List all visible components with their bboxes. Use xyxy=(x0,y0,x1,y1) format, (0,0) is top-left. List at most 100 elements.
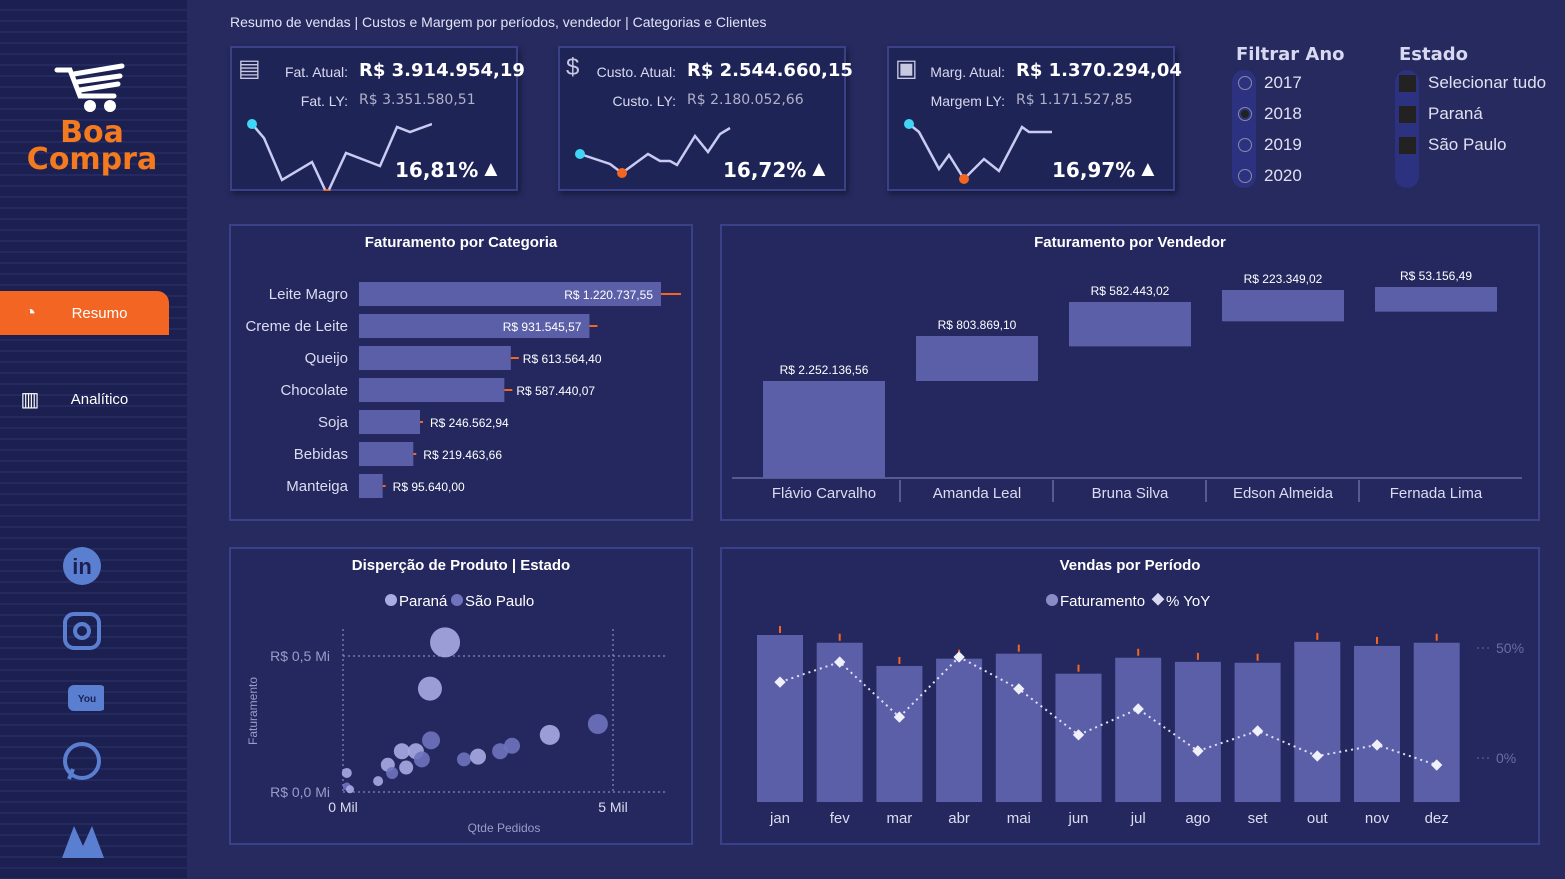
kpi-value: R$ 1.370.294,04 xyxy=(1016,60,1182,81)
sparkline xyxy=(247,119,432,191)
month-label: fev xyxy=(830,810,851,827)
year-option-2018[interactable]: 2018 xyxy=(1238,104,1302,124)
period-chart-panel: Vendas por Período Faturamento % YoY 0% 50%… xyxy=(720,547,1540,845)
category-bar xyxy=(359,410,420,434)
month-label: mai xyxy=(1007,810,1031,827)
sparkline-start-point xyxy=(904,119,914,129)
year-option-2017[interactable]: 2017 xyxy=(1238,73,1302,93)
kpi-pct: 16,72% xyxy=(723,158,807,182)
kpi-value: R$ 3.914.954,19 xyxy=(359,60,525,81)
scatter-point xyxy=(386,766,399,779)
kpi-label: Custo. Atual: xyxy=(596,64,676,80)
month-label: set xyxy=(1248,810,1269,827)
kpi-ly-value: R$ 3.351.580,51 xyxy=(359,92,476,108)
speedometer-icon: ◔ xyxy=(23,301,37,324)
legend-marker xyxy=(451,594,463,606)
seller-bar xyxy=(916,336,1038,381)
month-bar xyxy=(1294,641,1341,802)
sparkline xyxy=(575,126,731,178)
svg-text:You: You xyxy=(78,694,96,705)
month-label: ago xyxy=(1185,810,1210,827)
filter-title: Estado xyxy=(1399,44,1469,65)
kpi-ly-label: Fat. LY: xyxy=(300,93,348,109)
kpi-card: ▣ Marg. Atual: R$ 1.370.294,04 Margem LY… xyxy=(887,46,1182,191)
seller-bar xyxy=(1069,302,1191,347)
data-label: R$ 1.220.737,55 xyxy=(564,288,653,302)
year-option-2019[interactable]: 2019 xyxy=(1238,135,1302,155)
option-label: São Paulo xyxy=(1428,135,1507,154)
y-axis-label: Faturamento xyxy=(246,677,260,745)
scatter-point xyxy=(504,737,521,754)
state-option[interactable]: São Paulo xyxy=(1399,135,1506,155)
y-tick: R$ 0,0 Mi xyxy=(270,784,330,800)
chart-title: Vendas por Período xyxy=(1059,557,1201,574)
category-bar xyxy=(359,442,414,466)
option-label: 2018 xyxy=(1264,104,1302,123)
state-option[interactable]: Paraná xyxy=(1399,104,1483,124)
radio-button[interactable] xyxy=(1238,169,1252,183)
yoy-point xyxy=(1251,725,1264,737)
checkbox[interactable] xyxy=(1399,136,1416,154)
scatter-point xyxy=(539,724,560,745)
cash-growth-icon: ▣ xyxy=(895,55,918,82)
seller-chart-panel: Faturamento por Vendedor R$ 2.252.136,56… xyxy=(720,224,1540,521)
scatter-point xyxy=(373,776,384,787)
money-hand-icon: $ xyxy=(566,54,580,81)
scatter-point xyxy=(413,751,430,768)
seller-bar xyxy=(1222,290,1344,322)
seller-label: Flávio Carvalho xyxy=(772,485,876,502)
sparkline-line xyxy=(251,122,432,191)
data-label: R$ 803.869,10 xyxy=(938,318,1017,332)
bar-chart-icon: ▤ xyxy=(238,55,261,82)
scatter-point xyxy=(430,627,461,658)
state-option[interactable]: Selecionar tudo xyxy=(1399,73,1546,93)
checkbox[interactable] xyxy=(1399,105,1416,123)
month-bar xyxy=(757,635,803,802)
data-label: R$ 53.156,49 xyxy=(1400,269,1472,283)
option-label: Paraná xyxy=(1428,104,1483,123)
company-logo-icon[interactable] xyxy=(60,816,104,860)
sparkline xyxy=(904,119,1052,184)
month-label: abr xyxy=(948,810,970,827)
radio-button[interactable] xyxy=(1238,138,1252,152)
nav-analitico[interactable]: ▥ Analítico xyxy=(0,377,169,421)
category-bar xyxy=(359,378,505,402)
year-option-2020[interactable]: 2020 xyxy=(1238,166,1302,186)
checkbox[interactable] xyxy=(1399,74,1416,92)
scatter-point xyxy=(346,785,355,794)
yoy-point xyxy=(1371,739,1383,751)
linkedin-icon[interactable]: in xyxy=(60,544,104,588)
nav-resumo[interactable]: ◔ Resumo xyxy=(0,291,169,335)
whatsapp-icon[interactable] xyxy=(60,740,104,784)
nav-label: Analítico xyxy=(70,390,129,408)
yoy-point xyxy=(953,651,965,663)
scatter-point xyxy=(399,760,414,775)
x-tick: 5 Mil xyxy=(598,799,628,815)
radio-button[interactable] xyxy=(1238,76,1252,90)
filter-title: Filtrar Ano xyxy=(1236,44,1345,65)
youtube-icon[interactable]: You xyxy=(60,675,104,719)
month-label: jan xyxy=(769,810,790,827)
yoy-point xyxy=(1072,729,1085,741)
sparkline-line xyxy=(908,123,1052,181)
month-bar xyxy=(1413,642,1460,802)
scatter-point xyxy=(492,743,509,760)
data-label: R$ 587.440,07 xyxy=(516,384,595,398)
x-tick: 0 Mil xyxy=(328,799,358,815)
sparkline-start-point xyxy=(575,149,585,159)
month-label: out xyxy=(1307,810,1329,827)
category-label: Manteiga xyxy=(286,478,348,495)
kpi-pct: 16,81% xyxy=(395,158,479,182)
option-label: 2017 xyxy=(1264,73,1302,92)
kpi-ly-label: Margem LY: xyxy=(930,93,1005,109)
kpi-value: R$ 2.544.660,15 xyxy=(687,60,853,81)
kpi-ly-label: Custo. LY: xyxy=(612,93,676,109)
svg-text:in: in xyxy=(72,554,92,579)
data-label: R$ 931.545,57 xyxy=(503,320,582,334)
radio-button[interactable] xyxy=(1238,107,1252,121)
seller-label: Edson Almeida xyxy=(1233,485,1334,502)
seller-bar xyxy=(763,381,885,478)
y2-tick: 50% xyxy=(1496,640,1524,656)
instagram-icon[interactable] xyxy=(60,609,104,653)
chart-title: Faturamento por Vendedor xyxy=(1034,234,1226,251)
